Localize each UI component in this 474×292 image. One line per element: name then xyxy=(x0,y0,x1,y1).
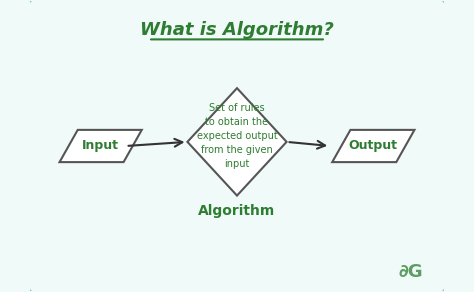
Text: Set of rules
to obtain the
expected output
from the given
input: Set of rules to obtain the expected outp… xyxy=(197,103,277,169)
Text: What is Algorithm?: What is Algorithm? xyxy=(140,21,334,39)
Text: Output: Output xyxy=(349,140,398,152)
Text: ∂G: ∂G xyxy=(398,263,423,281)
Polygon shape xyxy=(332,130,414,162)
Text: Algorithm: Algorithm xyxy=(199,204,275,218)
Polygon shape xyxy=(60,130,142,162)
Polygon shape xyxy=(187,88,287,196)
FancyBboxPatch shape xyxy=(28,0,446,292)
Text: Input: Input xyxy=(82,140,119,152)
